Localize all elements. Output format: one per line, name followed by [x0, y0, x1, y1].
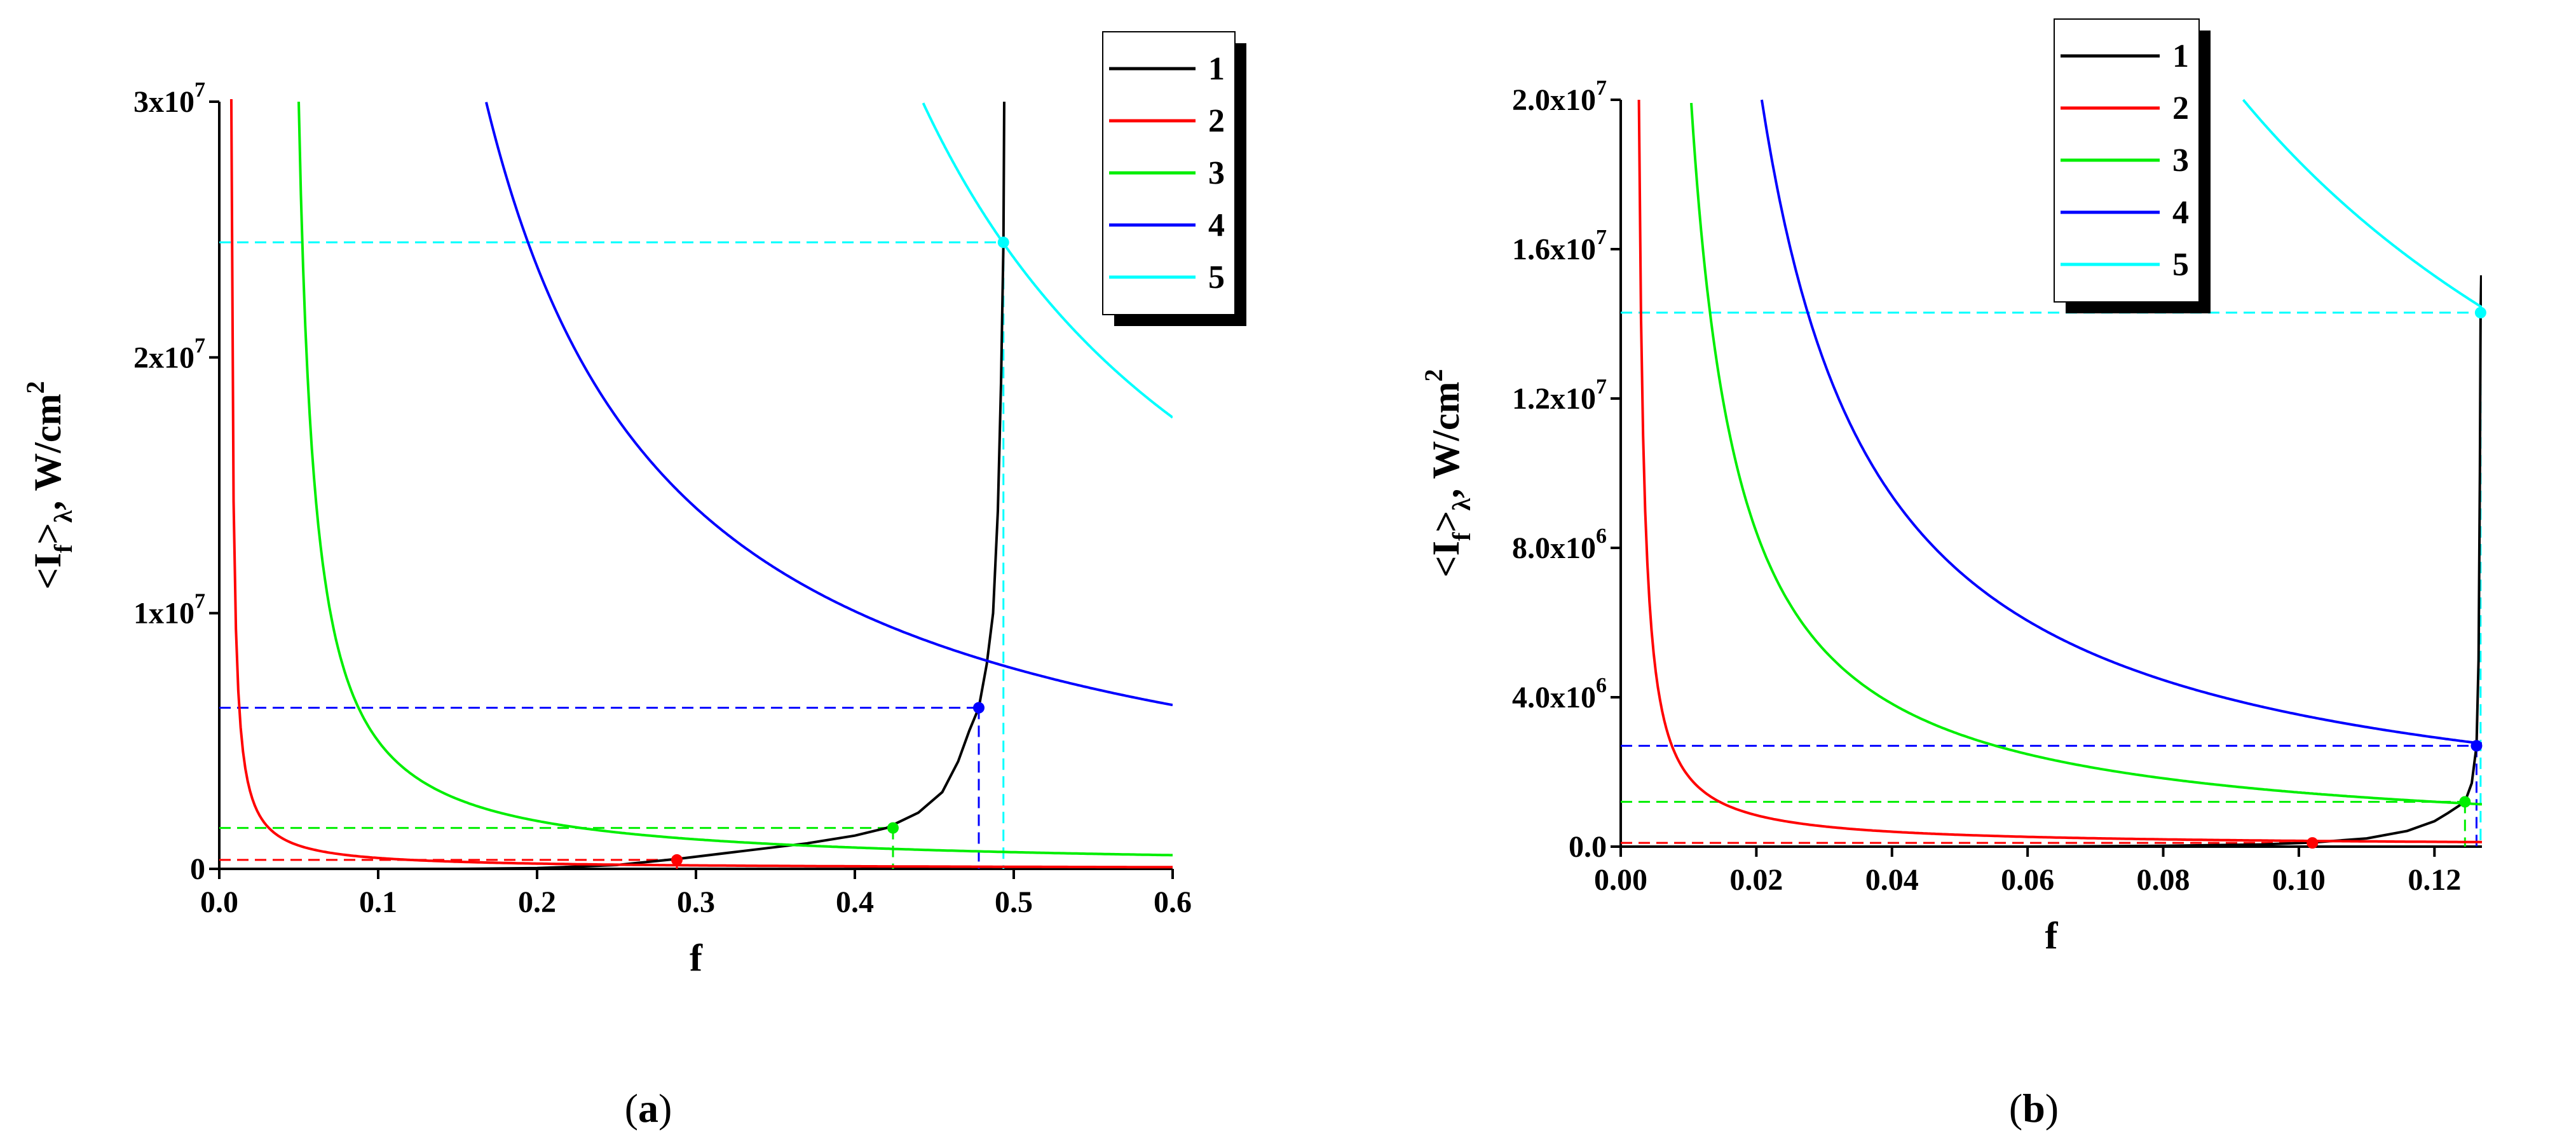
- marker-point-5: [2474, 306, 2486, 318]
- y-tick-base: 1.6x10: [1512, 233, 1596, 266]
- x-tick-label: 0.0: [200, 885, 238, 919]
- series-line-1: [2027, 275, 2482, 847]
- legend-label: 4: [1208, 207, 1225, 243]
- marker-point-5: [997, 236, 1009, 249]
- y-label-sub: λ: [49, 510, 78, 522]
- series-line-4: [1760, 99, 2482, 745]
- caption-paren: (: [625, 1086, 638, 1131]
- y-label-part: >: [27, 522, 69, 544]
- panel-a: 0.0 0.1 0.2 0.3 0.4 0.5 0.601x1072x1073x107f<I…: [21, 31, 1246, 1131]
- series-group: [1637, 99, 2482, 847]
- legend-label: 3: [1208, 155, 1225, 191]
- caption-paren: (: [2009, 1086, 2022, 1131]
- marker-point-4: [973, 702, 985, 714]
- y-tick-exponent: 7: [194, 78, 205, 102]
- marker-point-2: [2307, 837, 2319, 849]
- y-axis-label: <If>λ, W/cm2: [1419, 369, 1476, 577]
- series-line-5: [922, 102, 1173, 419]
- x-axis-label: f: [2045, 915, 2059, 957]
- y-tick-label: 2x107: [133, 334, 205, 374]
- y-label-sub: f: [49, 544, 78, 553]
- x-tick-label: 0.06: [2001, 863, 2054, 897]
- series-line-2: [1637, 99, 2482, 843]
- caption-paren: ): [658, 1086, 672, 1131]
- y-tick-base: 0: [190, 852, 205, 886]
- y-tick-base: 4.0x10: [1512, 681, 1596, 714]
- x-tick-label: 0.12: [2408, 863, 2461, 897]
- marker-point-3: [887, 822, 899, 834]
- legend-label: 5: [1208, 259, 1225, 296]
- y-tick-exponent: 7: [194, 590, 205, 613]
- y-label-sup: 2: [21, 381, 50, 393]
- x-tick-label: 0.3: [677, 885, 715, 919]
- panel-caption: (a): [625, 1086, 672, 1131]
- series-group: [229, 99, 1173, 869]
- x-tick-label: 0.08: [2137, 863, 2190, 897]
- caption-letter: b: [2022, 1086, 2045, 1131]
- x-tick-label: 0.2: [518, 885, 556, 919]
- x-tick-label: 0.10: [2272, 863, 2326, 897]
- y-tick-exponent: 7: [1596, 226, 1607, 249]
- y-tick-base: 2.0x10: [1512, 83, 1596, 117]
- x-tick-label: 0.00: [1594, 863, 1647, 897]
- legend-label: 3: [2172, 142, 2189, 179]
- series-line-3: [297, 101, 1173, 857]
- panel-b: 0.00 0.02 0.04 0.06 0.08 0.10 0.120.04.0x1068.…: [1419, 18, 2486, 1131]
- y-label-part: <I: [27, 553, 69, 590]
- series-line-4: [485, 102, 1173, 707]
- x-tick-label: 0.02: [1729, 863, 1783, 897]
- legend-label: 1: [2172, 38, 2189, 74]
- y-tick-base: 3x10: [133, 85, 194, 119]
- series-line-3: [1690, 102, 2482, 806]
- marker-point-4: [2470, 740, 2483, 752]
- y-tick-exponent: 7: [194, 334, 205, 357]
- marker-point-3: [2459, 796, 2471, 808]
- y-label-part: <I: [1425, 541, 1467, 578]
- caption-letter: a: [638, 1086, 658, 1131]
- caption-paren: ): [2045, 1086, 2059, 1131]
- x-tick-label: 0.6: [1154, 885, 1192, 919]
- series-line-5: [2242, 99, 2482, 309]
- y-tick-label: 0.0: [1569, 830, 1607, 864]
- y-tick-label: 4.0x106: [1512, 674, 1607, 714]
- y-tick-label: 8.0x106: [1512, 524, 1607, 565]
- series-line-2: [229, 99, 1173, 869]
- y-axis-label: <If>λ, W/cm2: [21, 381, 78, 589]
- legend-label: 2: [1208, 103, 1225, 139]
- x-axis-label: f: [690, 937, 703, 979]
- legend-label: 2: [2172, 90, 2189, 126]
- y-tick-label: 1x107: [133, 590, 205, 631]
- x-tick-label: 0.4: [836, 885, 874, 919]
- y-label-part: , W/cm: [1425, 381, 1467, 498]
- y-tick-label: 1.2x107: [1512, 375, 1607, 416]
- series-line-1: [457, 101, 1005, 869]
- y-tick-base: 2x10: [133, 341, 194, 374]
- y-tick-exponent: 7: [1596, 375, 1607, 399]
- y-tick-base: 8.0x10: [1512, 531, 1596, 565]
- y-tick-base: 0.0: [1569, 830, 1607, 864]
- legend-label: 1: [1208, 51, 1225, 87]
- y-tick-base: 1x10: [133, 597, 194, 631]
- x-tick-label: 0.1: [359, 885, 397, 919]
- y-tick-base: 1.2x10: [1512, 382, 1596, 416]
- legend-label: 4: [2172, 194, 2189, 231]
- y-label-part: >: [1425, 510, 1467, 532]
- y-tick-label: 3x107: [133, 78, 205, 119]
- y-tick-label: 1.6x107: [1512, 226, 1607, 266]
- y-label-sub: λ: [1447, 498, 1476, 510]
- panel-caption: (b): [2009, 1086, 2059, 1131]
- y-tick-exponent: 6: [1596, 674, 1607, 697]
- y-label-sup: 2: [1419, 369, 1448, 381]
- marker-point-2: [671, 854, 683, 866]
- y-tick-label: 2.0x107: [1512, 76, 1607, 117]
- y-tick-label: 0: [190, 852, 205, 886]
- x-tick-label: 0.04: [1865, 863, 1919, 897]
- y-tick-exponent: 7: [1596, 76, 1607, 100]
- y-label-part: , W/cm: [27, 393, 69, 510]
- legend-label: 5: [2172, 247, 2189, 283]
- y-tick-exponent: 6: [1596, 524, 1607, 548]
- y-label-sub: f: [1447, 532, 1476, 541]
- x-tick-label: 0.5: [995, 885, 1033, 919]
